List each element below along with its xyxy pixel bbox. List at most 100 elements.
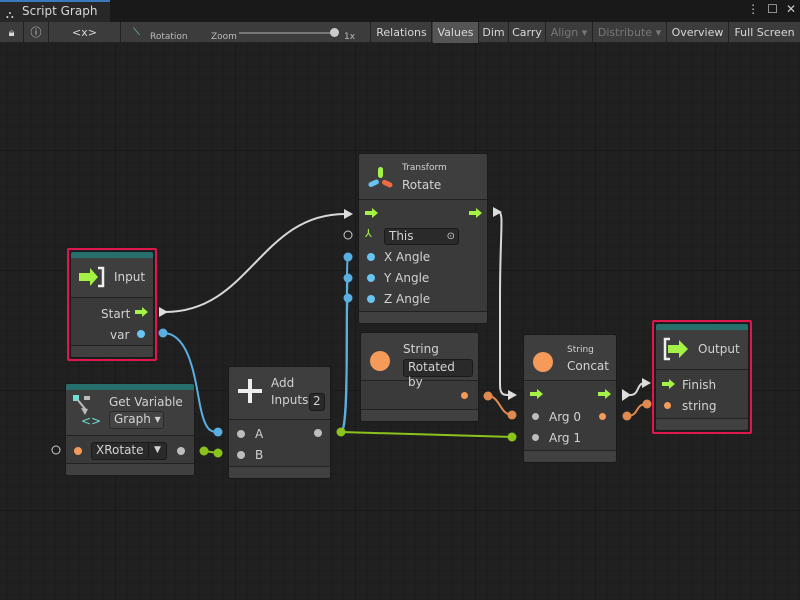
dim-button[interactable]: Dim bbox=[479, 22, 509, 43]
zoom-value: 1x bbox=[344, 32, 356, 42]
port-label-arg0: Arg 0 bbox=[549, 410, 581, 424]
string-type-icon bbox=[533, 352, 553, 372]
a-in-port[interactable] bbox=[237, 430, 245, 438]
tab-script-graph[interactable]: ⛬ Script Graph bbox=[0, 0, 110, 22]
flow-in-port[interactable] bbox=[662, 379, 676, 389]
toolbar: 🔒︎ ⓘ <x> ⟍ Rotation Zoom 1x Relations Va… bbox=[0, 22, 800, 43]
node-subtitle: Inputs bbox=[271, 393, 309, 407]
selection-outline bbox=[652, 320, 752, 434]
flow-out-port[interactable] bbox=[598, 389, 612, 399]
y-angle-port[interactable] bbox=[367, 274, 375, 282]
string-in-port[interactable] bbox=[664, 402, 671, 409]
flow-out-port[interactable] bbox=[135, 307, 149, 317]
chevron-down-icon[interactable]: ▼ bbox=[148, 443, 166, 458]
svg-text:<>: <> bbox=[81, 414, 101, 428]
float-wire-z bbox=[340, 297, 349, 433]
string-value-field[interactable]: Rotated by bbox=[403, 359, 473, 389]
graph-icon: ⟍ bbox=[133, 27, 140, 38]
variables-icon: <x> bbox=[72, 26, 97, 39]
lock-button[interactable]: 🔒︎ bbox=[0, 22, 24, 43]
tab-bar: ⛬ Script Graph ⋮ ☐ ✕ bbox=[0, 0, 800, 22]
node-title: Get Variable bbox=[109, 395, 183, 409]
flow-wire-start-rotate bbox=[164, 213, 346, 313]
relations-button[interactable]: Relations bbox=[372, 22, 432, 43]
port-label-b: B bbox=[255, 448, 264, 462]
info-icon: ⓘ bbox=[30, 26, 42, 39]
carry-button[interactable]: Carry bbox=[509, 22, 546, 43]
var-out-port[interactable] bbox=[137, 330, 145, 338]
string-concat-node[interactable]: String Concat Arg 0 Arg 1 bbox=[523, 334, 617, 463]
variable-name-field[interactable]: XRotate ▼ bbox=[91, 442, 167, 460]
align-dropdown[interactable]: Align ▾ bbox=[546, 22, 593, 43]
node-title: Add bbox=[271, 376, 295, 390]
flow-out-port[interactable] bbox=[469, 208, 483, 218]
node-title: String bbox=[403, 342, 439, 356]
string-node[interactable]: String Rotated by bbox=[360, 332, 479, 422]
flow-arrow bbox=[159, 307, 168, 317]
sum-out-port[interactable] bbox=[314, 429, 322, 437]
hierarchy-icon: ⛬ bbox=[6, 8, 14, 21]
distribute-dropdown[interactable]: Distribute ▾ bbox=[593, 22, 667, 43]
target-field[interactable]: This ⊙ bbox=[384, 228, 459, 245]
arg0-in-port[interactable] bbox=[532, 413, 539, 420]
flow-in-port[interactable] bbox=[365, 208, 379, 218]
overview-button[interactable]: Overview bbox=[667, 22, 729, 43]
flow-arrow bbox=[622, 389, 631, 401]
flow-arrow bbox=[508, 390, 517, 400]
info-button[interactable]: ⓘ bbox=[24, 22, 49, 43]
input-count-field[interactable]: 2 bbox=[309, 393, 325, 411]
object-picker-icon[interactable]: ⊙ bbox=[446, 231, 455, 242]
input-icon bbox=[79, 266, 105, 288]
graph-name[interactable]: Rotation bbox=[150, 32, 188, 42]
node-subtitle: Transform bbox=[402, 163, 447, 173]
node-title: Concat bbox=[567, 359, 609, 373]
output-icon bbox=[663, 337, 688, 361]
values-button[interactable]: Values bbox=[433, 22, 479, 43]
zoom-slider-handle[interactable] bbox=[330, 28, 339, 37]
port-label-arg1: Arg 1 bbox=[549, 431, 581, 445]
x-angle-port[interactable] bbox=[367, 253, 375, 261]
flow-in-port[interactable] bbox=[530, 389, 544, 399]
maximize-icon[interactable]: ☐ bbox=[767, 2, 778, 16]
close-icon[interactable]: ✕ bbox=[785, 2, 796, 16]
scope-dropdown[interactable]: Graph ▾ bbox=[109, 411, 164, 429]
zoom-label: Zoom bbox=[211, 32, 237, 42]
arg1-in-port[interactable] bbox=[532, 434, 539, 441]
selection-outline bbox=[67, 248, 157, 361]
flow-wire-rotate-concat bbox=[498, 211, 509, 396]
transform-small-icon: ⅄ bbox=[365, 227, 372, 240]
zoom-slider[interactable] bbox=[239, 32, 335, 34]
name-in-port[interactable] bbox=[74, 447, 82, 455]
variables-button[interactable]: <x> bbox=[49, 22, 121, 43]
string-out-port[interactable] bbox=[461, 392, 468, 399]
flow-arrow bbox=[493, 207, 502, 217]
float-wire-var-add bbox=[162, 332, 219, 433]
port-label-a: A bbox=[255, 427, 264, 441]
plus-icon bbox=[238, 379, 262, 403]
z-angle-port[interactable] bbox=[367, 295, 375, 303]
input-node[interactable]: Input Start var bbox=[70, 251, 154, 358]
lock-icon: 🔒︎ bbox=[8, 26, 15, 39]
string-type-icon bbox=[370, 351, 390, 371]
numeric-wire-add-arg1 bbox=[340, 431, 513, 438]
port-label-y: Y Angle bbox=[384, 271, 430, 285]
add-node[interactable]: Add Inputs 2 A B bbox=[228, 366, 331, 479]
node-title: Input bbox=[114, 270, 146, 284]
transform-rotate-node[interactable]: Transform Rotate ⅄ This ⊙ X Angle Y Angle… bbox=[358, 153, 488, 324]
get-variable-node[interactable]: <> Get Variable Graph ▾ XRotate ▼ bbox=[65, 383, 195, 476]
node-title: Output bbox=[698, 342, 740, 356]
value-out-port[interactable] bbox=[177, 447, 185, 455]
full-screen-button[interactable]: Full Screen bbox=[734, 26, 795, 39]
output-node[interactable]: Output Finish string bbox=[655, 323, 749, 431]
variable-icon: <> bbox=[73, 395, 101, 428]
port-label-x: X Angle bbox=[384, 250, 431, 264]
transform-icon bbox=[368, 167, 393, 188]
b-in-port[interactable] bbox=[237, 451, 245, 459]
port-label-string: string bbox=[682, 399, 717, 413]
kebab-menu-icon[interactable]: ⋮ bbox=[747, 2, 760, 16]
flow-arrow bbox=[642, 378, 651, 388]
result-out-port[interactable] bbox=[599, 413, 606, 420]
port-label-start: Start bbox=[101, 307, 131, 321]
port-label-var: var bbox=[110, 328, 130, 342]
